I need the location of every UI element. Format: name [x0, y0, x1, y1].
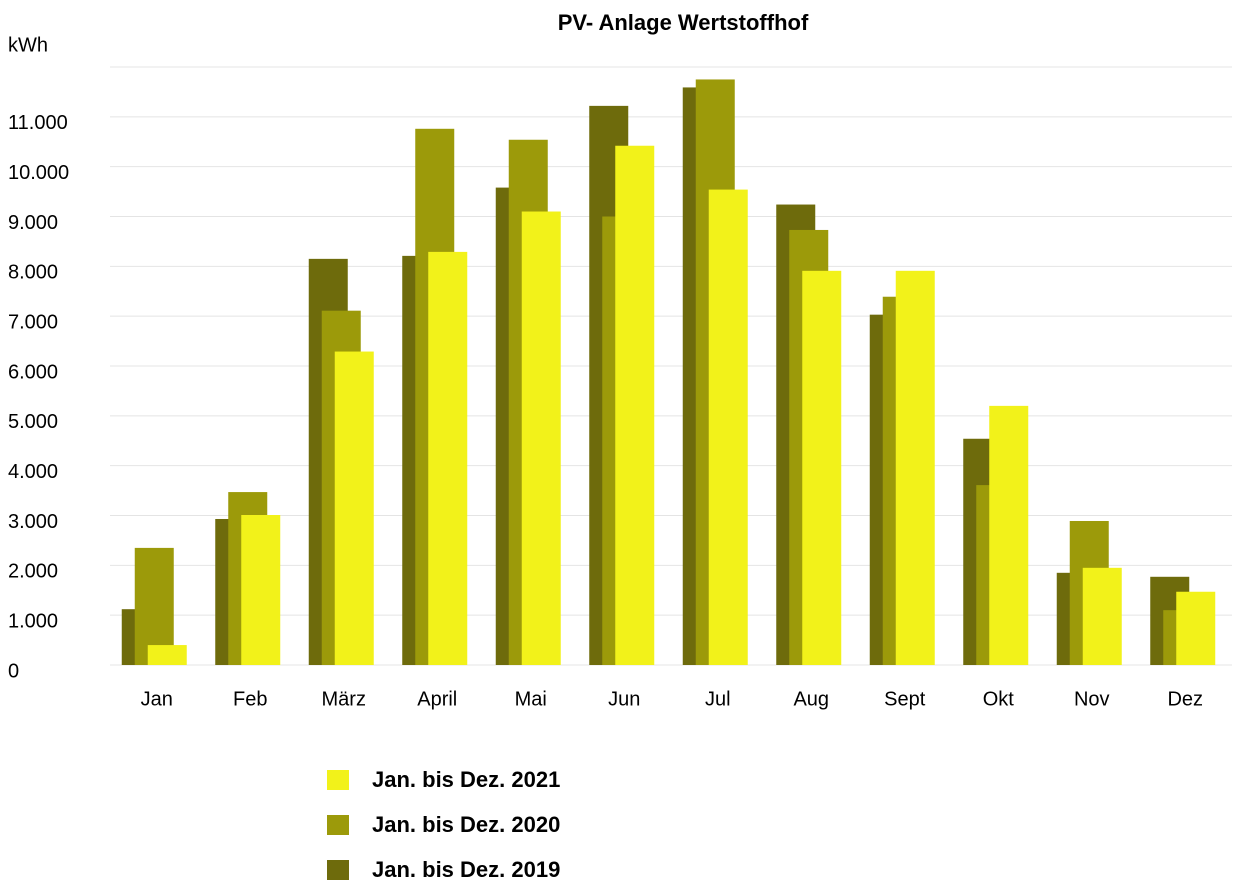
bar: [1082, 567, 1122, 665]
legend-label: Jan. bis Dez. 2019: [372, 857, 560, 882]
bar: [521, 211, 561, 665]
y-tick-label: 3.000: [8, 511, 58, 533]
x-tick-label: Jan: [141, 688, 173, 710]
bar: [241, 515, 281, 665]
y-tick-label: 6.000: [8, 361, 58, 383]
y-tick-label: 2.000: [8, 561, 58, 583]
y-tick-label: 5.000: [8, 411, 58, 433]
x-tick-label: Jul: [705, 688, 731, 710]
x-tick-label: Sept: [884, 688, 926, 710]
bar: [1176, 591, 1216, 665]
chart-title: PV- Anlage Wertstoffhof: [558, 10, 809, 35]
x-tick-label: April: [417, 688, 457, 710]
y-tick-label: 4.000: [8, 461, 58, 483]
x-tick-label: Dez: [1167, 688, 1203, 710]
x-tick-label: Okt: [983, 688, 1015, 710]
legend-swatch: [327, 770, 349, 790]
bar: [989, 405, 1029, 665]
x-tick-label: Nov: [1074, 688, 1110, 710]
bar: [895, 270, 935, 665]
x-tick-label: Aug: [793, 688, 829, 710]
bar: [428, 251, 468, 666]
y-tick-label: 11.000: [8, 112, 68, 134]
legend-label: Jan. bis Dez. 2020: [372, 812, 560, 837]
y-tick-label: 10.000: [8, 162, 69, 184]
y-tick-label: 9.000: [8, 212, 58, 234]
legend-swatch: [327, 815, 349, 835]
legend-swatch: [327, 860, 349, 880]
bar: [334, 351, 374, 665]
y-axis-label: kWh: [8, 34, 48, 56]
bar: [708, 189, 748, 665]
y-tick-label: 0: [8, 660, 19, 682]
y-tick-label: 8.000: [8, 262, 58, 284]
x-tick-label: März: [322, 688, 366, 710]
y-tick-label: 7.000: [8, 311, 58, 333]
bar: [615, 145, 655, 665]
x-tick-label: Mai: [515, 688, 547, 710]
x-tick-label: Jun: [608, 688, 640, 710]
bar: [802, 270, 842, 665]
bar: [147, 645, 187, 665]
x-tick-label: Feb: [233, 688, 267, 710]
legend-label: Jan. bis Dez. 2021: [372, 767, 560, 792]
y-tick-label: 1.000: [8, 610, 58, 632]
